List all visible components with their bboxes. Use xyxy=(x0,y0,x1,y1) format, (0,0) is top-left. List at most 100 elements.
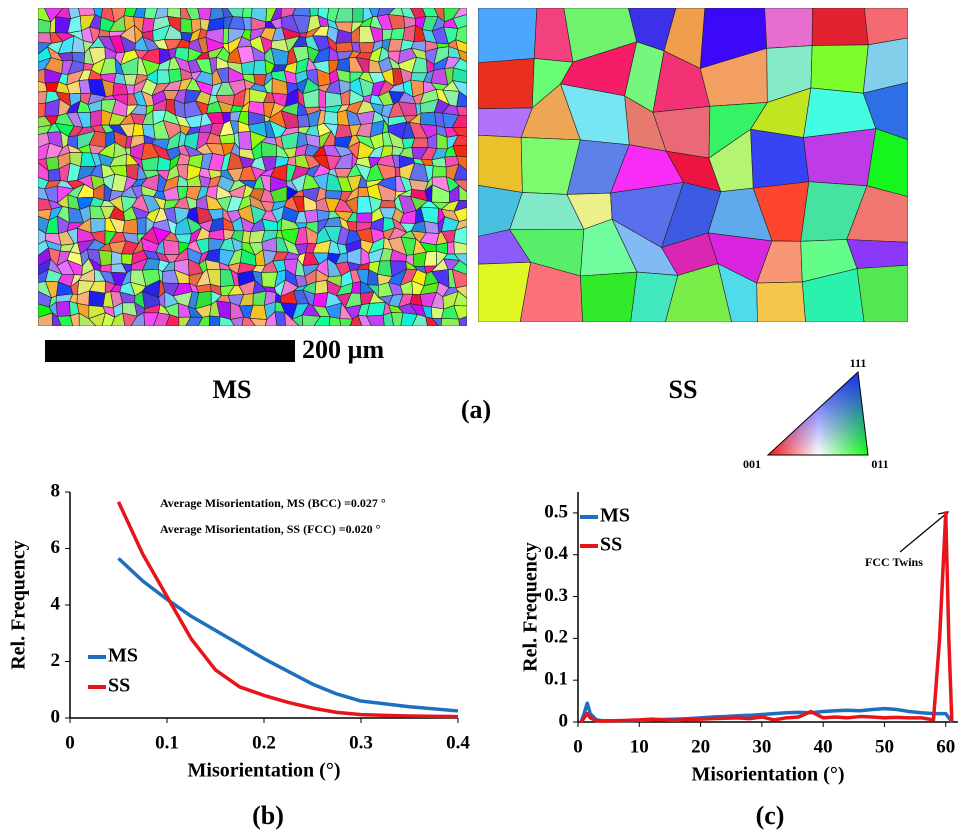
grain xyxy=(358,42,375,54)
line-series xyxy=(116,501,459,719)
grain xyxy=(328,316,341,326)
grain xyxy=(238,131,253,151)
grain xyxy=(478,58,535,110)
ipf-triangle-overlay xyxy=(766,370,869,456)
grain xyxy=(811,8,869,46)
grain xyxy=(452,144,467,158)
x-tick-label: 20 xyxy=(691,736,710,757)
grain xyxy=(38,102,46,118)
grain xyxy=(756,281,806,322)
grain xyxy=(88,312,106,326)
grain xyxy=(323,110,339,126)
y-tick-label: 0.5 xyxy=(544,501,568,522)
y-tick-label: 0 xyxy=(559,710,569,731)
legend-label: SS xyxy=(108,675,130,697)
ipf-label: 001 xyxy=(743,457,761,471)
grain xyxy=(454,219,467,231)
legend-label: MS xyxy=(600,505,630,527)
grain xyxy=(630,271,679,322)
grain xyxy=(335,41,354,53)
y-tick-label: 4 xyxy=(51,593,61,614)
annotation: Average Misorientation, SS (FCC) =0.020 … xyxy=(160,522,381,536)
grain xyxy=(122,218,138,235)
grain xyxy=(451,114,467,129)
grain xyxy=(309,8,319,17)
grain xyxy=(38,68,46,84)
grain xyxy=(419,111,437,126)
y-axis-label: Rel. Frequency xyxy=(520,542,542,672)
grain xyxy=(452,58,467,72)
x-tick-label: 10 xyxy=(630,736,649,757)
grain xyxy=(411,314,428,326)
grain xyxy=(862,82,908,141)
grain xyxy=(56,315,74,326)
ipf-label: 011 xyxy=(871,457,888,471)
grain xyxy=(241,316,256,326)
grain xyxy=(453,207,467,222)
x-axis-label: Misorientation (°) xyxy=(692,764,845,786)
grain xyxy=(178,316,192,326)
grain xyxy=(111,312,126,326)
grain xyxy=(382,312,394,326)
grain xyxy=(862,37,908,94)
grain xyxy=(803,128,877,187)
grain xyxy=(453,253,467,266)
scale-bar xyxy=(45,340,295,362)
grain xyxy=(431,318,442,326)
map-label: MS xyxy=(213,375,252,404)
grain xyxy=(303,209,319,224)
grain xyxy=(391,312,404,326)
grain xyxy=(162,239,180,256)
grain xyxy=(70,312,80,326)
grain xyxy=(453,241,467,255)
grain xyxy=(810,44,869,94)
grain xyxy=(425,316,439,326)
panel-label: (c) xyxy=(756,801,785,830)
grain xyxy=(457,49,467,63)
x-tick-label: 0.3 xyxy=(349,732,373,753)
grain xyxy=(55,300,71,317)
grain xyxy=(180,17,193,34)
grain xyxy=(313,316,331,326)
grain xyxy=(253,59,267,75)
y-tick-label: 0.4 xyxy=(544,543,568,564)
grain xyxy=(112,82,129,96)
x-tick-label: 0 xyxy=(65,732,75,753)
grain xyxy=(301,314,321,326)
grain xyxy=(52,312,62,326)
grain xyxy=(717,263,758,322)
grain xyxy=(351,281,361,294)
grain xyxy=(846,185,908,243)
grain xyxy=(165,314,180,326)
grain xyxy=(453,163,467,181)
y-tick-label: 0.3 xyxy=(544,585,568,606)
grain xyxy=(665,263,732,322)
grain xyxy=(866,128,908,197)
grain xyxy=(453,290,467,307)
grain xyxy=(452,134,467,147)
grain xyxy=(122,312,138,326)
grain xyxy=(249,317,268,326)
y-tick-label: 0.2 xyxy=(544,627,568,648)
grain xyxy=(400,312,418,326)
annotation: Average Misorientation, MS (BCC) =0.027 … xyxy=(160,496,386,510)
annotation: FCC Twins xyxy=(865,555,923,569)
grain xyxy=(366,301,386,317)
grain xyxy=(452,14,467,29)
grain xyxy=(452,8,467,20)
ebsd-map-ss xyxy=(478,8,908,322)
grain xyxy=(274,311,286,326)
grain xyxy=(325,91,343,108)
grain xyxy=(197,315,210,326)
grain xyxy=(90,109,102,128)
grain xyxy=(78,312,97,326)
grain xyxy=(394,166,401,178)
y-tick-label: 6 xyxy=(51,537,61,558)
grain xyxy=(47,168,61,182)
x-tick-label: 30 xyxy=(752,736,771,757)
grain xyxy=(864,8,908,46)
grain xyxy=(264,311,278,326)
grain xyxy=(230,316,244,326)
x-tick-label: 0.2 xyxy=(252,732,276,753)
grain xyxy=(441,317,461,326)
